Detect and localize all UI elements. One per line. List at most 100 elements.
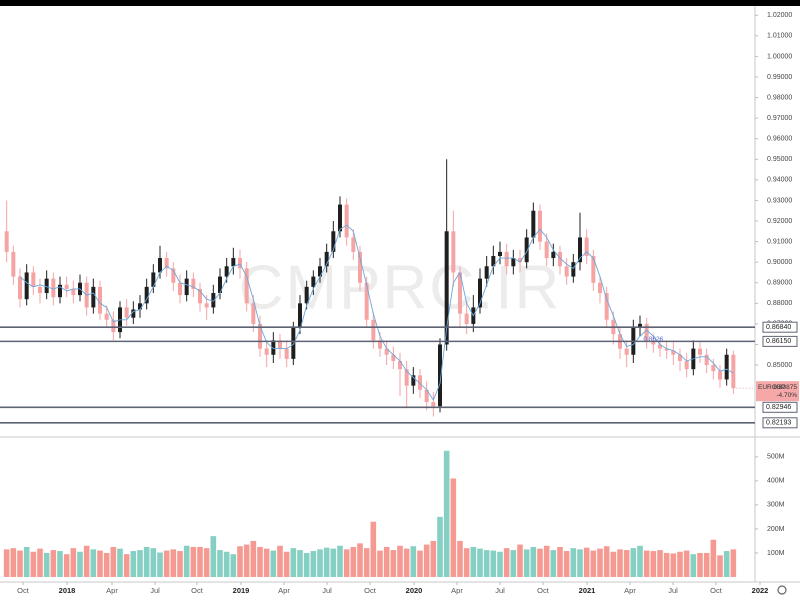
candle-body — [384, 348, 389, 355]
volume-bar — [163, 550, 170, 577]
candle-body — [544, 241, 549, 259]
candle-body — [131, 309, 136, 318]
volume-bar — [263, 548, 270, 577]
candle-body — [184, 278, 189, 296]
candle-body — [704, 354, 709, 366]
volume-bar — [217, 550, 223, 577]
candle-body — [564, 266, 569, 277]
x-tick-label: Jul — [150, 586, 160, 595]
volume-bar — [703, 552, 710, 577]
candle-body — [251, 303, 256, 324]
candle-body — [371, 319, 376, 341]
candle-body — [678, 354, 682, 361]
volume-bar — [237, 546, 243, 577]
volume-bar — [230, 554, 237, 577]
candle-body — [211, 293, 216, 308]
level-label-box — [762, 321, 798, 333]
candle-body — [591, 255, 596, 283]
candle-body — [444, 231, 449, 345]
candle-body — [64, 284, 69, 289]
volume-bar — [623, 550, 630, 577]
volume-bar — [317, 549, 323, 577]
candle-body — [304, 286, 309, 304]
volume-bar — [370, 521, 377, 577]
x-tick-label: Oct — [364, 586, 377, 595]
volume-bar — [617, 549, 623, 577]
x-tick-label: Apr — [106, 586, 118, 595]
candle-body — [178, 282, 182, 296]
candle-body — [531, 210, 536, 238]
candle-body — [4, 231, 9, 252]
volume-bar — [203, 548, 210, 577]
volume-bar — [310, 551, 317, 577]
volume-bar — [610, 551, 617, 577]
settings-icon[interactable] — [777, 585, 787, 595]
candle-body — [398, 360, 402, 370]
volume-bar — [157, 552, 163, 577]
y-tick-label: 1.01000 — [767, 33, 792, 40]
candle-body — [364, 282, 369, 320]
candle-body — [658, 344, 662, 349]
volume-bar — [597, 548, 603, 577]
y-tick-label: 0.95000 — [767, 156, 792, 163]
candle-body — [571, 262, 576, 277]
volume-bar — [403, 548, 410, 577]
volume-bar — [697, 552, 703, 577]
volume-bar — [497, 551, 503, 577]
x-tick-label: Apr — [451, 586, 463, 595]
x-tick-label: 2020 — [406, 586, 423, 595]
volume-bar — [710, 539, 717, 577]
volume-bar — [670, 553, 677, 577]
volume-bar — [570, 548, 577, 577]
candle-body — [478, 278, 482, 308]
candle-body — [518, 258, 522, 263]
last-price-box — [756, 381, 799, 402]
volume-bar — [3, 549, 10, 577]
candle-body — [284, 348, 289, 359]
candle-body — [204, 303, 209, 308]
volume-bar — [557, 546, 563, 577]
volume-bar — [410, 546, 417, 577]
candle-body — [298, 303, 302, 329]
volume-bar — [303, 552, 310, 577]
x-tick-label: 2018 — [59, 586, 76, 595]
candle-body — [638, 323, 642, 329]
volume-bar — [37, 548, 43, 577]
annotation-label: 0.8626 — [643, 336, 663, 343]
candle-body — [584, 237, 589, 256]
candle-body — [484, 266, 489, 279]
volume-bar — [130, 551, 137, 577]
volume-tick-label: 400M — [767, 478, 785, 485]
candle-body — [258, 323, 262, 349]
candle-body — [24, 272, 29, 300]
volume-bar — [383, 546, 390, 577]
candle-body — [578, 237, 582, 263]
volume-bar — [177, 551, 183, 577]
volume-bar — [483, 550, 490, 577]
volume-tick-label: 200M — [767, 526, 785, 533]
candle-body — [498, 251, 502, 256]
candle-body — [411, 375, 416, 386]
candle-body — [391, 354, 396, 361]
candle-body — [318, 266, 322, 277]
volume-bar — [363, 548, 370, 577]
candle-body — [644, 323, 649, 341]
settings-gear[interactable] — [777, 585, 787, 595]
candle-body — [671, 350, 676, 355]
x-tick-label: 2021 — [579, 586, 596, 595]
volume-tick-label: 500M — [767, 454, 785, 461]
volume-bar — [437, 516, 443, 577]
level-label-box — [762, 401, 798, 413]
candle-body — [698, 348, 702, 355]
volume-bar — [390, 550, 397, 577]
volume-bar — [677, 551, 683, 577]
y-tick-label: 0.94000 — [767, 177, 792, 184]
level-label: 0.82193 — [766, 420, 791, 427]
volume-bar — [17, 550, 23, 577]
y-tick-label: 1.02000 — [767, 12, 792, 19]
y-tick-label: 1.00000 — [767, 53, 792, 60]
x-tick-label: Apr — [624, 586, 636, 595]
y-tick-label: 0.99000 — [767, 74, 792, 81]
volume-bar — [43, 552, 50, 577]
volume-bar — [450, 478, 457, 577]
